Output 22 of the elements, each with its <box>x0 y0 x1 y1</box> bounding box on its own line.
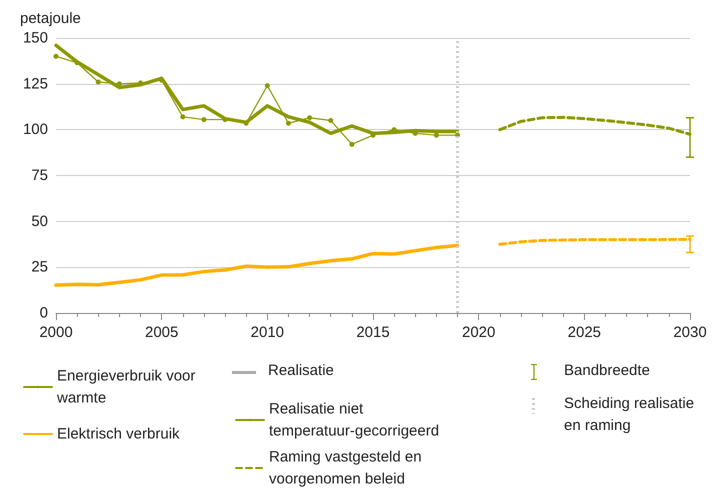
y-tick-label: 75 <box>31 167 48 184</box>
x-tick-label: 2020 <box>462 324 496 341</box>
x-tick-label: 2010 <box>250 324 284 341</box>
x-tick-label: 2030 <box>673 324 707 341</box>
x-tick-label: 2025 <box>568 324 602 341</box>
x-tick-label: 2005 <box>144 324 178 341</box>
y-tick-label: 100 <box>22 121 48 138</box>
y-tick-label: 25 <box>31 258 48 276</box>
x-tick-label: 2015 <box>356 324 390 341</box>
text: Realisatie <box>268 361 334 381</box>
legend-label: Elektrisch verbruik <box>57 426 180 442</box>
y-axis-title: petajoule <box>20 10 81 27</box>
y-tick-label: 50 <box>31 212 48 230</box>
legend-label: Energieverbruik voor warmte <box>56 368 200 406</box>
text: Bandbreedte <box>564 361 650 381</box>
y-tick-label: 150 <box>22 30 48 46</box>
x-tick-label: 2000 <box>39 324 73 341</box>
legend-label: Scheiding realisatie en raming <box>564 394 696 436</box>
legend-label: Realisatie niet temperatuur-gecorrigeerd <box>269 400 440 440</box>
legend-label: Raming vastgesteld en voorgenomen beleid <box>269 448 426 488</box>
y-tick-label: 0 <box>40 304 48 322</box>
y-tick-label: 125 <box>22 75 48 92</box>
